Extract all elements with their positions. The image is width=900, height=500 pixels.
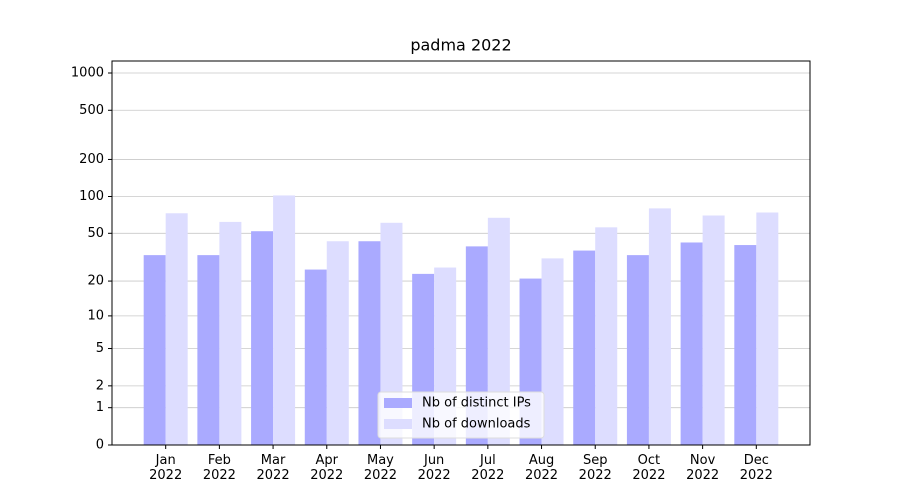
x-tick-label: May 2022 [363, 453, 397, 483]
bar [326, 241, 349, 445]
y-tick-label: 0 [96, 438, 104, 453]
y-tick-label: 100 [79, 189, 104, 204]
bar [380, 222, 403, 445]
y-tick-label: 10 [87, 308, 104, 323]
bar [143, 255, 166, 445]
x-tick-label: Jun 2022 [417, 453, 451, 483]
x-tick-label: Feb 2022 [202, 453, 236, 483]
x-tick-label: Mar 2022 [256, 453, 290, 483]
legend-swatch [384, 419, 412, 429]
y-tick-label: 20 [87, 274, 104, 289]
bar [251, 231, 274, 445]
legend-label: Nb of distinct IPs [422, 396, 531, 411]
x-tick-label: Aug 2022 [524, 453, 559, 483]
bar [573, 250, 596, 445]
x-tick-label: Oct 2022 [632, 453, 666, 483]
legend-box [377, 391, 545, 439]
plot-frame [111, 60, 811, 446]
x-tick-label: Apr 2022 [310, 453, 344, 483]
bar [197, 255, 220, 445]
bar [219, 221, 242, 445]
y-tick-label: 200 [79, 152, 104, 167]
y-tick-label: 1000 [71, 66, 104, 81]
bar [702, 215, 725, 445]
y-tick-label: 1 [96, 400, 104, 415]
y-tick-label: 50 [87, 226, 104, 241]
y-tick-label: 500 [79, 103, 104, 118]
x-tick-label: Jul 2022 [471, 453, 505, 483]
chart-title: padma 2022 [410, 36, 511, 55]
legend-label: Nb of downloads [422, 417, 531, 432]
y-tick-label: 5 [96, 341, 104, 356]
x-tick-label: Dec 2022 [739, 453, 773, 483]
bar [626, 255, 649, 445]
legend-swatch [384, 398, 412, 408]
bar [358, 241, 381, 445]
bar [273, 195, 296, 445]
x-tick-label: Jan 2022 [149, 453, 183, 483]
bar [595, 227, 618, 445]
bar [648, 208, 671, 445]
bar [304, 269, 327, 445]
x-tick-label: Sep 2022 [578, 453, 612, 483]
bar [541, 258, 564, 445]
bar [487, 217, 510, 445]
y-tick-label: 2 [96, 378, 104, 393]
bar [756, 212, 779, 445]
bar [165, 213, 188, 445]
x-tick-label: Nov 2022 [686, 453, 720, 483]
bar [734, 245, 757, 445]
bar [680, 242, 703, 445]
